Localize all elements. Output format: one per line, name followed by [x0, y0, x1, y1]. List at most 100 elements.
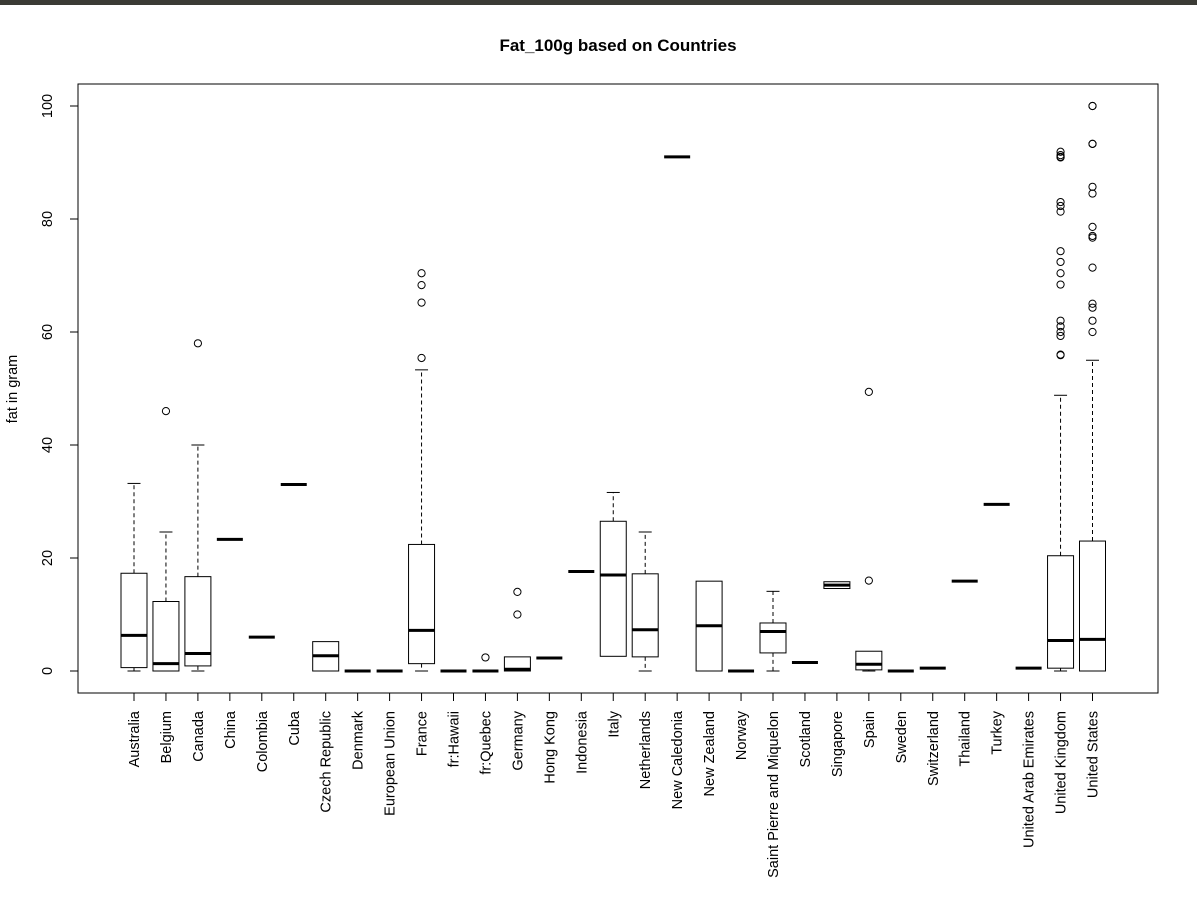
- outlier-point: [1056, 207, 1065, 216]
- outlier-point: [1088, 231, 1097, 241]
- box-iqr: [1079, 540, 1106, 672]
- y-tick-label: 80: [40, 211, 56, 227]
- x-tick-label: Belgium: [159, 711, 175, 763]
- outlier-point: [1088, 101, 1097, 111]
- box-spain: [855, 387, 883, 672]
- box-new-zealand: [695, 580, 723, 672]
- outlier-point: [513, 610, 522, 619]
- x-tick-label: Colombia: [255, 710, 271, 772]
- x-tick-label: Switzerland: [926, 711, 942, 786]
- outlier-point: [1056, 280, 1065, 289]
- outlier-point: [1088, 316, 1097, 325]
- x-tick-label: Germany: [510, 710, 526, 770]
- box-fr-quebec: [472, 653, 499, 673]
- x-tick-label: Saint Pierre and Miquelon: [766, 711, 782, 878]
- x-tick-label: Australia: [127, 710, 143, 767]
- box-iqr: [120, 572, 148, 669]
- x-tick-label: Scotland: [798, 711, 814, 767]
- x-tick-label: Sweden: [894, 711, 910, 763]
- outlier-point: [1056, 316, 1065, 325]
- outlier-point: [417, 269, 426, 278]
- y-tick-label: 100: [40, 94, 56, 118]
- outlier-point: [481, 653, 490, 662]
- x-tick-label: Cuba: [287, 710, 303, 746]
- box-singapore: [823, 581, 851, 590]
- box-canada: [184, 339, 212, 672]
- box-germany: [503, 587, 531, 672]
- x-tick-label: Turkey: [990, 710, 1006, 755]
- outlier-point: [1088, 233, 1097, 242]
- y-tick-label: 20: [40, 550, 56, 566]
- y-tick-label: 60: [40, 324, 56, 340]
- x-tick-label: Canada: [191, 710, 207, 762]
- outlier-point: [1088, 263, 1097, 272]
- chart-title: Fat_100g based on Countries: [499, 36, 736, 55]
- outlier-point: [864, 387, 873, 396]
- box-france: [408, 269, 436, 672]
- x-tick-label: Denmark: [351, 710, 367, 770]
- box-iqr: [152, 601, 180, 672]
- outlier-point: [1056, 327, 1065, 337]
- box-iqr: [631, 573, 659, 658]
- outlier-point: [1056, 151, 1065, 160]
- y-tick-label: 0: [40, 667, 56, 675]
- box-italy: [599, 491, 627, 657]
- box-united-kingdom: [1047, 147, 1075, 672]
- box-iqr: [759, 622, 787, 654]
- outlier-point: [1056, 322, 1065, 331]
- x-tick-label: United Kingdom: [1054, 711, 1070, 814]
- box-united-states: [1079, 101, 1106, 672]
- x-tick-label: Thailand: [958, 711, 974, 767]
- box-iqr: [599, 520, 627, 657]
- outlier-point: [1056, 269, 1065, 278]
- outlier-point: [1088, 303, 1097, 312]
- outlier-point: [161, 407, 171, 416]
- x-tick-label: Spain: [862, 711, 878, 748]
- x-tick-label: France: [415, 711, 431, 756]
- outlier-point: [1056, 247, 1065, 256]
- box-czech-republic: [312, 641, 340, 672]
- x-axis-labels: Australia Belgium Canada China Colombia Cuba C…: [127, 692, 1102, 878]
- x-tick-label: Singapore: [830, 711, 846, 777]
- y-axis: 0 20 40 60 80 100: [40, 94, 79, 675]
- outlier-point: [513, 587, 522, 597]
- outlier-point: [1056, 350, 1065, 359]
- x-tick-label: Netherlands: [638, 711, 654, 789]
- outlier-point: [1088, 182, 1097, 191]
- outlier-point: [193, 339, 202, 348]
- x-tick-label: Hong Kong: [542, 711, 558, 784]
- outlier-point: [1056, 201, 1065, 211]
- outlier-point: [1056, 197, 1065, 207]
- window-top-bar: [0, 0, 1197, 5]
- x-tick-label: Norway: [734, 710, 750, 760]
- outlier-point: [1088, 189, 1097, 198]
- outlier-point: [1056, 331, 1065, 341]
- outlier-point: [417, 281, 426, 290]
- x-tick-label: United States: [1086, 711, 1102, 798]
- x-tick-label: Italy: [606, 710, 622, 737]
- outlier-point: [417, 298, 426, 307]
- box-saint-pierre-and-miquelon: [759, 590, 787, 672]
- plot-frame: [77, 83, 1159, 694]
- x-tick-label: United Arab Emirates: [1022, 711, 1038, 848]
- x-tick-label: Indonesia: [574, 710, 590, 774]
- boxes: [120, 101, 1106, 673]
- box-iqr: [855, 650, 883, 671]
- box-netherlands: [631, 531, 659, 672]
- outlier-point: [417, 353, 426, 363]
- outlier-point: [1088, 327, 1097, 337]
- x-tick-label: fr:Hawaii: [447, 711, 463, 767]
- x-tick-label: New Zealand: [702, 711, 718, 796]
- box-iqr: [408, 543, 436, 665]
- x-tick-label: China: [223, 710, 239, 749]
- x-tick-label: Czech Republic: [319, 711, 335, 813]
- outlier-point: [864, 576, 873, 585]
- outlier-point: [1088, 299, 1097, 308]
- outlier-point: [1056, 147, 1065, 156]
- y-axis-label: fat in gram: [5, 355, 21, 424]
- box-belgium: [152, 407, 180, 672]
- box-iqr: [503, 656, 531, 672]
- y-tick-label: 40: [40, 437, 56, 453]
- box-iqr: [1047, 555, 1075, 669]
